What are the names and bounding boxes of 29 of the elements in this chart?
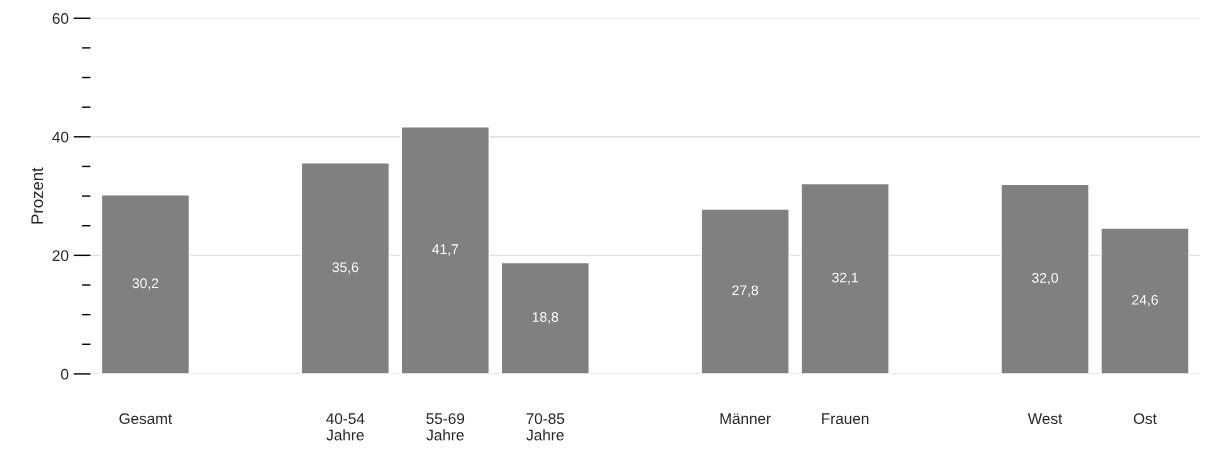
data-label: 24,6 (1132, 294, 1158, 307)
data-label: 41,7 (432, 244, 459, 256)
x-tick-label: Gesamt (119, 413, 173, 425)
x-tick-label: 40-54 Jahre (326, 413, 365, 441)
x-tick-label: Ost (1133, 413, 1157, 425)
bar (300, 162, 391, 374)
x-tick-label: 70-85 Jahre (526, 413, 565, 441)
data-label: 32,1 (832, 272, 858, 285)
data-label: 30,2 (132, 278, 159, 290)
data-label: 18,8 (532, 312, 559, 324)
data-label: 27,8 (732, 285, 759, 297)
bar (700, 208, 790, 374)
y-tick-label: 20 (52, 250, 69, 262)
y-tick-label: 40 (52, 131, 69, 143)
bar (1100, 227, 1190, 374)
x-tick-label: Frauen (822, 413, 869, 425)
y-tick-label: 60 (52, 13, 69, 24)
bar (400, 126, 490, 374)
y-tick-label: 0 (61, 368, 69, 380)
data-label: 32,0 (1032, 272, 1059, 285)
x-tick-label: 55-69 Jahre (426, 413, 465, 441)
x-tick-label: West (1027, 413, 1063, 425)
data-label: 35,6 (332, 262, 359, 274)
y-axis-title: Prozent (31, 167, 44, 224)
x-tick-label: Männer (720, 413, 771, 425)
bar (800, 182, 890, 374)
bar (100, 194, 191, 374)
bar (1000, 183, 1090, 374)
bar (500, 261, 590, 374)
